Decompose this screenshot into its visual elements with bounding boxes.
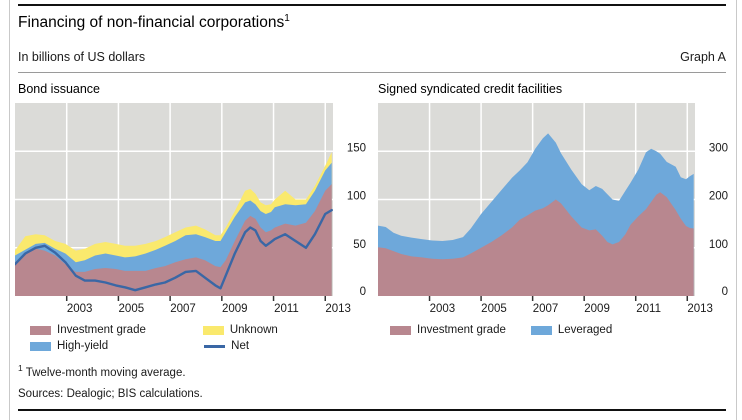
footnote-marker: 1 xyxy=(18,363,23,373)
panel-title-bond-issuance: Bond issuance xyxy=(18,82,101,96)
legend-item-unknown: Unknown xyxy=(202,324,278,336)
net-line-swatch xyxy=(204,344,226,348)
page-title: Financing of non-financial corporations1 xyxy=(18,13,290,32)
legend-syndicated-credit: Investment grade Leveraged xyxy=(390,322,720,338)
top-rule xyxy=(18,4,726,6)
svg-text:2013: 2013 xyxy=(325,303,351,315)
footnote-text: Twelve-month moving average. xyxy=(25,366,186,379)
legend-label: Leveraged xyxy=(557,324,613,336)
legend-label: Investment grade xyxy=(417,324,506,336)
investment-grade-swatch xyxy=(30,325,51,335)
svg-text:2005: 2005 xyxy=(119,303,145,315)
subtitle: In billions of US dollars xyxy=(18,50,146,64)
bond-issuance-chart: 2003 2005 2007 2009 2011 2013 0 50 100 150 xyxy=(15,103,366,315)
svg-text:2003: 2003 xyxy=(430,303,456,315)
legend-item-leveraged: Leveraged xyxy=(530,324,613,336)
svg-text:2009: 2009 xyxy=(222,303,248,315)
graph-label: Graph A xyxy=(680,50,726,64)
legend-item-investment-grade: Investment grade xyxy=(30,324,146,336)
high-yield-swatch xyxy=(30,341,51,351)
subtitle-rule xyxy=(18,72,726,73)
svg-text:50: 50 xyxy=(353,239,366,251)
legend-label: Net xyxy=(231,340,250,352)
svg-text:2013: 2013 xyxy=(687,303,713,315)
svg-text:2005: 2005 xyxy=(481,303,507,315)
svg-text:2003: 2003 xyxy=(67,303,93,315)
svg-text:100: 100 xyxy=(709,239,728,251)
investment-grade-swatch xyxy=(390,325,411,335)
leveraged-swatch xyxy=(530,325,552,335)
svg-text:100: 100 xyxy=(347,191,366,203)
svg-text:2011: 2011 xyxy=(274,303,299,315)
legend-item-net: Net xyxy=(204,340,249,352)
left-border-line xyxy=(9,0,10,420)
svg-text:300: 300 xyxy=(709,142,728,154)
svg-text:0: 0 xyxy=(360,286,366,298)
legend-bond-issuance: Investment grade Unknown High-yield Net xyxy=(30,322,350,354)
legend-item-high-yield: High-yield xyxy=(30,340,108,352)
svg-text:2007: 2007 xyxy=(533,303,559,315)
legend-label: Unknown xyxy=(229,324,278,336)
panel-title-syndicated-credit: Signed syndicated credit facilities xyxy=(378,82,563,96)
svg-text:2011: 2011 xyxy=(636,303,661,315)
svg-text:2009: 2009 xyxy=(584,303,610,315)
legend-label: High-yield xyxy=(57,340,109,352)
svg-text:150: 150 xyxy=(347,142,366,154)
legend-label: Investment grade xyxy=(57,324,146,336)
bottom-rule xyxy=(18,409,726,411)
svg-text:2007: 2007 xyxy=(170,303,196,315)
title-text: Financing of non-financial corporations xyxy=(18,14,285,32)
title-footnote-marker: 1 xyxy=(284,13,290,24)
right-border-line xyxy=(736,0,737,420)
unknown-swatch xyxy=(202,325,224,335)
footnote: 1 Twelve-month moving average. xyxy=(18,363,186,379)
svg-text:200: 200 xyxy=(709,191,728,203)
legend-item-investment-grade: Investment grade xyxy=(390,324,506,336)
sources-line: Sources: Dealogic; BIS calculations. xyxy=(18,388,203,400)
syndicated-credit-chart: 2003 2005 2007 2009 2011 2013 0 100 200 300 xyxy=(378,103,728,315)
svg-text:0: 0 xyxy=(722,286,728,298)
